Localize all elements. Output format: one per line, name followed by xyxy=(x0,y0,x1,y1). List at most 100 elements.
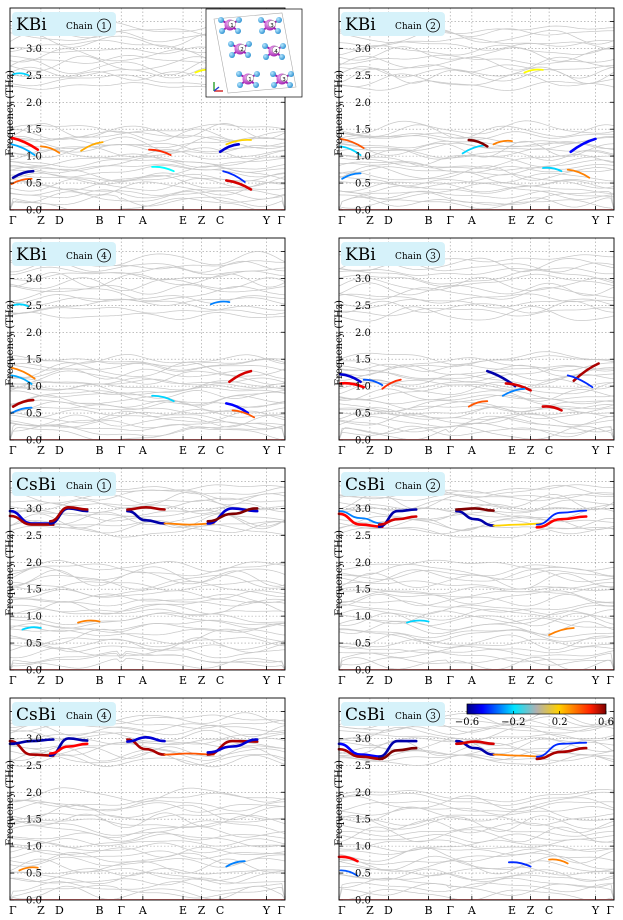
y-tick-label: 1.5 xyxy=(355,585,371,596)
material-label: KBi xyxy=(345,245,376,265)
y-tick-label: 0.5 xyxy=(355,179,371,190)
phonon-band-line xyxy=(9,491,286,506)
x-tick-label: C xyxy=(545,214,553,227)
phonon-band-line xyxy=(9,628,286,637)
y-tick-label: 1.5 xyxy=(355,355,371,366)
y-axis-label: Frequency (THz) xyxy=(5,300,16,386)
panel-label-background xyxy=(12,472,116,496)
x-tick-label: Γ xyxy=(277,674,285,687)
y-tick-label: 2.5 xyxy=(26,71,42,82)
x-tick-label: E xyxy=(508,674,516,687)
y-axis-label: Frequency (THz) xyxy=(334,300,345,386)
chain-number: 2 xyxy=(430,22,436,32)
y-tick-label: 1.0 xyxy=(355,612,371,623)
phonon-band-line xyxy=(338,800,615,813)
phonon-band-line xyxy=(338,628,615,639)
phonon-band-line xyxy=(338,848,615,856)
k-atom xyxy=(258,17,264,23)
x-tick-label: Γ xyxy=(446,444,454,457)
chain-number-circle xyxy=(426,708,440,723)
x-tick-label: Γ xyxy=(338,904,346,917)
projected-band-segment xyxy=(80,141,104,152)
phonon-band-line xyxy=(338,273,615,288)
projected-band-segment xyxy=(501,387,526,397)
projected-band-segment xyxy=(467,400,489,408)
phonon-band-line xyxy=(9,560,286,572)
y-tick-label: 0.5 xyxy=(26,409,42,420)
phonon-band-line xyxy=(338,570,615,580)
projected-band-segment xyxy=(126,505,166,511)
phonon-band-line xyxy=(338,124,615,139)
y-tick-label: 2.0 xyxy=(355,788,371,799)
phonon-band-line xyxy=(9,563,286,577)
phonon-band-line xyxy=(338,306,615,322)
phonon-band-line xyxy=(338,44,615,56)
projected-band-segment xyxy=(151,394,175,403)
phonon-band-line xyxy=(338,171,615,183)
phonon-band-line xyxy=(338,559,615,571)
projected-band-segment xyxy=(151,165,175,173)
projected-band-segment xyxy=(455,509,495,527)
phonon-band-line xyxy=(338,513,615,524)
y-tick-label: 1.0 xyxy=(26,152,42,163)
x-tick-label: Γ xyxy=(117,904,125,917)
panel-label-background xyxy=(12,702,116,726)
phonon-band-line xyxy=(9,850,286,860)
phonon-band-line xyxy=(338,657,615,671)
phonon-band-line xyxy=(338,866,615,877)
chain-index-circle xyxy=(228,20,236,28)
phonon-band-line xyxy=(338,154,615,169)
x-tick-label: Y xyxy=(591,904,600,917)
chain-number-circle xyxy=(97,478,111,493)
y-axis-label: Frequency (THz) xyxy=(5,70,16,156)
phonon-band-line xyxy=(9,123,286,133)
x-tick-label: Γ xyxy=(9,904,17,917)
phonon-band-line xyxy=(338,503,615,512)
phonon-band-line xyxy=(9,637,286,652)
panel-label-background xyxy=(12,12,116,36)
phonon-band-line xyxy=(338,73,615,87)
material-label: KBi xyxy=(16,15,47,35)
phonon-band-line xyxy=(9,803,285,821)
phonon-band-line xyxy=(338,612,615,627)
phonon-band-line xyxy=(10,581,286,597)
y-tick-label: 1.0 xyxy=(355,382,371,393)
phonon-band-line xyxy=(338,54,615,65)
x-tick-label: B xyxy=(96,214,104,227)
phonon-band-line xyxy=(338,649,615,658)
x-tick-label: Z xyxy=(527,214,535,227)
projected-band-segment xyxy=(455,740,495,746)
phonon-band-line xyxy=(338,739,615,756)
projected-band-segment xyxy=(40,145,61,154)
phonon-band-line xyxy=(9,172,286,182)
phonon-band-line xyxy=(338,590,615,605)
y-tick-label: 2.0 xyxy=(26,558,42,569)
phonon-band-line xyxy=(9,754,286,768)
projected-band-segment xyxy=(8,738,55,746)
phonon-band-line xyxy=(9,885,286,901)
projected-band-segment xyxy=(406,619,430,624)
phonon-band-line xyxy=(338,199,615,211)
projected-band-segment xyxy=(222,170,246,183)
phonon-band-line xyxy=(10,598,286,613)
colorbar-tick-label: 0.6 xyxy=(598,717,614,728)
phonon-band-line xyxy=(338,826,615,837)
phonon-band-line xyxy=(338,600,615,613)
y-tick-label: 3.0 xyxy=(26,734,42,745)
y-tick-label: 1.0 xyxy=(26,842,42,853)
phonon-band-line xyxy=(9,628,286,645)
x-tick-label: C xyxy=(545,674,553,687)
phonon-band-line xyxy=(9,363,286,372)
chain-index-label: 2 xyxy=(240,47,244,53)
chain-number: 4 xyxy=(101,252,107,262)
phonon-band-line xyxy=(9,746,286,759)
phonon-band-line xyxy=(338,490,615,500)
phonon-band-line xyxy=(338,307,615,317)
k-atom xyxy=(259,28,265,34)
band-panel-csbi-chain-4: 0.00.51.01.52.02.53.03.5Frequency (THz)Γ… xyxy=(5,697,286,917)
projected-band-segment xyxy=(21,626,42,631)
projected-band-segment xyxy=(18,866,39,872)
plot-frame xyxy=(338,237,615,441)
